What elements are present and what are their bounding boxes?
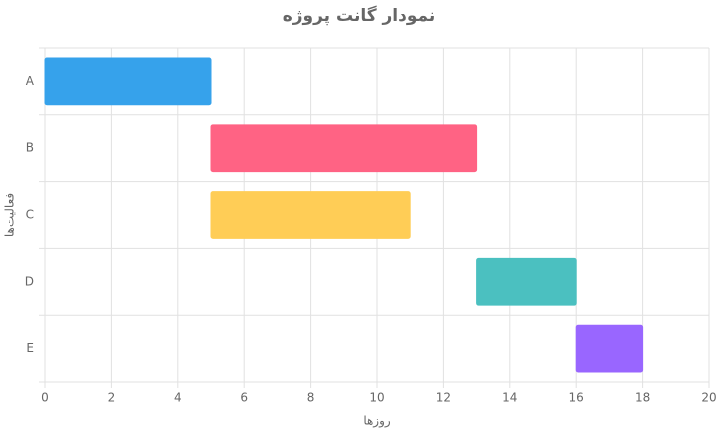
y-tick-label: E (26, 341, 34, 355)
y-axis-title: فعالیت‌ها (3, 193, 17, 237)
y-tick-label: A (26, 74, 35, 88)
x-tick-label: 20 (701, 391, 716, 405)
x-tick-label: 14 (502, 391, 517, 405)
y-tick-label: D (25, 274, 34, 288)
x-tick-label: 0 (41, 391, 49, 405)
x-tick-label: 18 (635, 391, 650, 405)
y-tick-label: B (26, 141, 34, 155)
x-tick-label: 2 (108, 391, 116, 405)
bar (210, 191, 411, 239)
x-tick-label: 10 (369, 391, 384, 405)
bar (44, 57, 212, 106)
chart-title: نمودار گانت پروژه (283, 5, 436, 26)
x-tick-label: 4 (174, 391, 182, 405)
bar (575, 324, 644, 373)
x-tick-label: 8 (307, 391, 315, 405)
x-tick-label: 16 (569, 391, 584, 405)
y-tick-label: C (26, 208, 34, 222)
bar (476, 257, 577, 306)
x-axis-title: روزها (363, 414, 391, 429)
bar (210, 124, 478, 173)
x-tick-label: 12 (436, 391, 451, 405)
x-tick-label: 6 (240, 391, 248, 405)
